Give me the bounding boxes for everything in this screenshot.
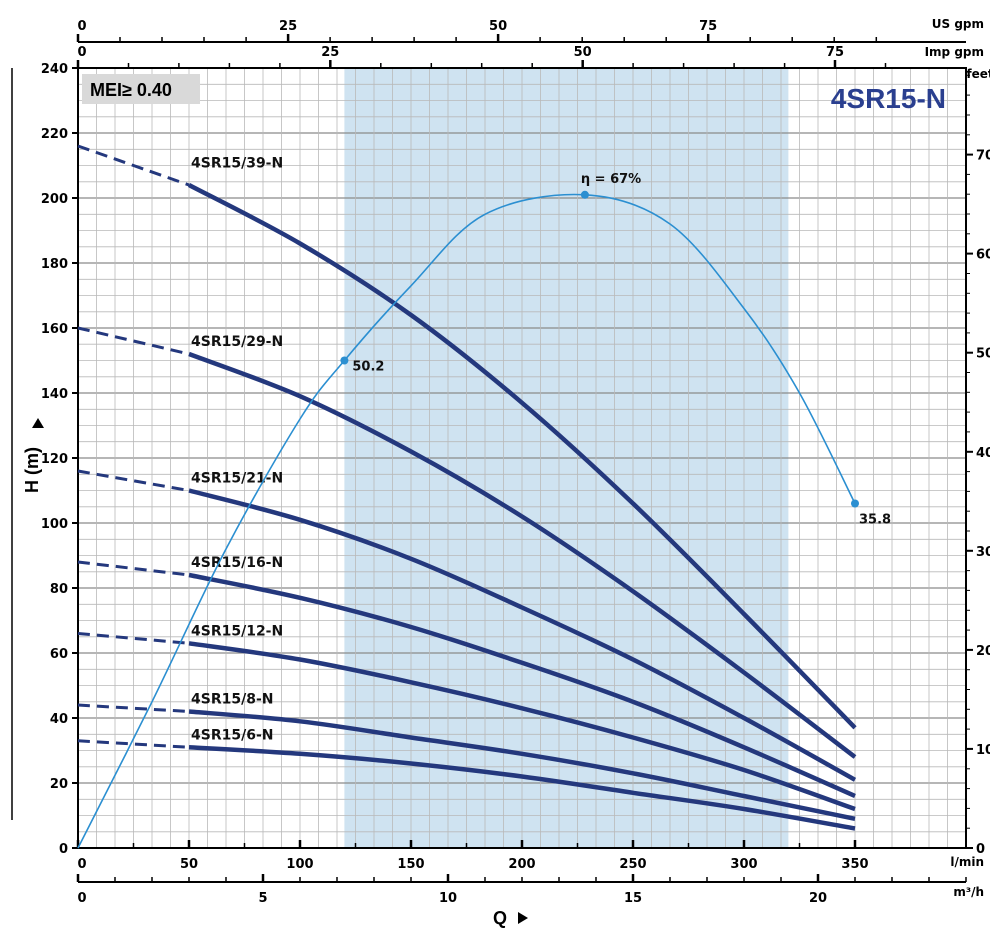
pump-curve-dashed xyxy=(77,703,190,713)
mei-badge: MEI≥ 0.40 xyxy=(90,80,172,100)
pump-curve-line xyxy=(188,745,856,831)
axis-tick-label: 0 xyxy=(77,19,86,34)
axis-tick-label: 50 xyxy=(180,857,198,872)
axis-tick-label: 300 xyxy=(730,857,757,872)
axis-tick-label: 200 xyxy=(508,857,535,872)
axis-tick-label: 15 xyxy=(624,891,642,906)
axis-tick-label: 5 xyxy=(258,891,267,906)
y-axis-label: H (m) xyxy=(22,447,42,493)
x-axis-arrow-icon xyxy=(518,912,528,924)
y-tick-label: 200 xyxy=(41,192,68,207)
pump-curve-dashed xyxy=(77,739,190,749)
axis-tick-label: 25 xyxy=(279,19,297,34)
right-tick-label: 300 xyxy=(976,545,990,560)
right-tick-label: 100 xyxy=(976,743,990,758)
curve-label: 4SR15/29-N xyxy=(191,334,283,350)
axis-tick-label: 75 xyxy=(826,45,844,60)
left-axis-head-m: 0 20 40 60 80 100 120 140 160 180 200 220 240 xyxy=(41,62,78,857)
top-axis-us-gpm: 0 25 50 75 xyxy=(76,19,966,43)
axis-tick-label: 100 xyxy=(286,857,313,872)
top-axis-imp-gpm: 0 25 50 75 xyxy=(76,45,966,69)
right-tick-label: 600 xyxy=(976,248,990,263)
efficiency-curve-group: η = 67% 50.2 35.8 xyxy=(77,172,891,849)
axis-tick-label: 0 xyxy=(77,45,86,60)
axis-tick-label: 350 xyxy=(841,857,868,872)
curve-label: 4SR15/39-N xyxy=(191,155,283,171)
pump-curve-line xyxy=(188,488,857,782)
y-tick-label: 40 xyxy=(50,712,68,727)
curve-label: 4SR15/6-N xyxy=(191,727,273,743)
y-tick-label: 120 xyxy=(41,452,68,467)
bottom-axis-m3h-unit: m³/h xyxy=(953,885,984,899)
right-tick-label: 200 xyxy=(976,644,990,659)
efficiency-peak-label: η = 67% xyxy=(581,172,641,187)
efficiency-left-label: 50.2 xyxy=(352,360,384,375)
y-axis-arrow-icon xyxy=(32,418,44,428)
efficiency-curve xyxy=(77,193,856,849)
axis-tick-label: 50 xyxy=(489,19,507,34)
mei-badge-background xyxy=(82,74,200,104)
y-tick-label: 160 xyxy=(41,322,68,337)
pump-curve-dashed xyxy=(77,326,190,356)
pump-curves: 4SR15/39-N 4SR15/29-N 4SR15/21-N 4SR15/16-N… xyxy=(77,144,857,831)
x-axis-label: Q xyxy=(493,908,507,928)
curve-label: 4SR15/8-N xyxy=(191,692,273,708)
y-tick-label: 100 xyxy=(41,517,68,532)
pump-curve-line xyxy=(188,351,857,759)
axis-tick-label: 10 xyxy=(439,891,457,906)
axis-tick-label: 50 xyxy=(574,45,592,60)
y-tick-label: 180 xyxy=(41,257,68,272)
bottom-axis-m3h: 0 5 10 15 20 xyxy=(76,874,967,906)
y-tick-label: 0 xyxy=(59,842,68,857)
y-tick-label: 60 xyxy=(50,647,68,662)
axis-tick-label: 0 xyxy=(77,857,86,872)
curve-label: 4SR15/16-N xyxy=(191,555,283,571)
y-tick-label: 80 xyxy=(50,582,68,597)
top-axis-imp-gpm-unit: Imp gpm xyxy=(925,45,984,59)
y-tick-label: 20 xyxy=(50,777,68,792)
y-tick-label: 240 xyxy=(41,62,68,77)
pump-curve-line xyxy=(188,709,856,822)
efficiency-marker xyxy=(580,190,589,199)
axis-tick-label: 25 xyxy=(321,45,339,60)
axis-tick-label: 20 xyxy=(809,891,827,906)
curve-label: 4SR15/12-N xyxy=(191,623,283,639)
right-tick-label: 0 xyxy=(976,842,985,857)
right-axis-feet-unit: feet xyxy=(966,67,990,81)
curve-label: 4SR15/21-N xyxy=(191,471,283,487)
right-axis-feet: 0 100 200 300 400 500 600 700 xyxy=(966,74,990,857)
top-axis-us-gpm-unit: US gpm xyxy=(932,17,984,31)
y-tick-label: 140 xyxy=(41,387,68,402)
axis-tick-label: 75 xyxy=(699,19,717,34)
pump-curve-dashed xyxy=(77,144,190,187)
bottom-axis-l-min-unit: l/min xyxy=(950,855,984,869)
right-tick-label: 700 xyxy=(976,149,990,164)
y-tick-label: 220 xyxy=(41,127,68,142)
axis-tick-label: 150 xyxy=(397,857,424,872)
pump-curve-line xyxy=(188,641,856,812)
bottom-axis-l-min: 0 50 100 150 200 250 300 350 xyxy=(76,840,966,872)
efficiency-marker xyxy=(851,499,859,508)
axis-tick-label: 250 xyxy=(619,857,646,872)
efficiency-right-label: 35.8 xyxy=(859,513,891,528)
chart-title: 4SR15-N xyxy=(831,83,946,114)
pump-curve-dashed xyxy=(77,469,190,492)
efficiency-marker xyxy=(340,356,349,365)
right-tick-label: 500 xyxy=(976,347,990,362)
pump-curve-line xyxy=(188,572,856,799)
axis-tick-label: 0 xyxy=(77,891,86,906)
right-tick-label: 400 xyxy=(976,446,990,461)
pump-curve-line xyxy=(187,183,857,730)
pump-curve-dashed xyxy=(77,560,190,577)
